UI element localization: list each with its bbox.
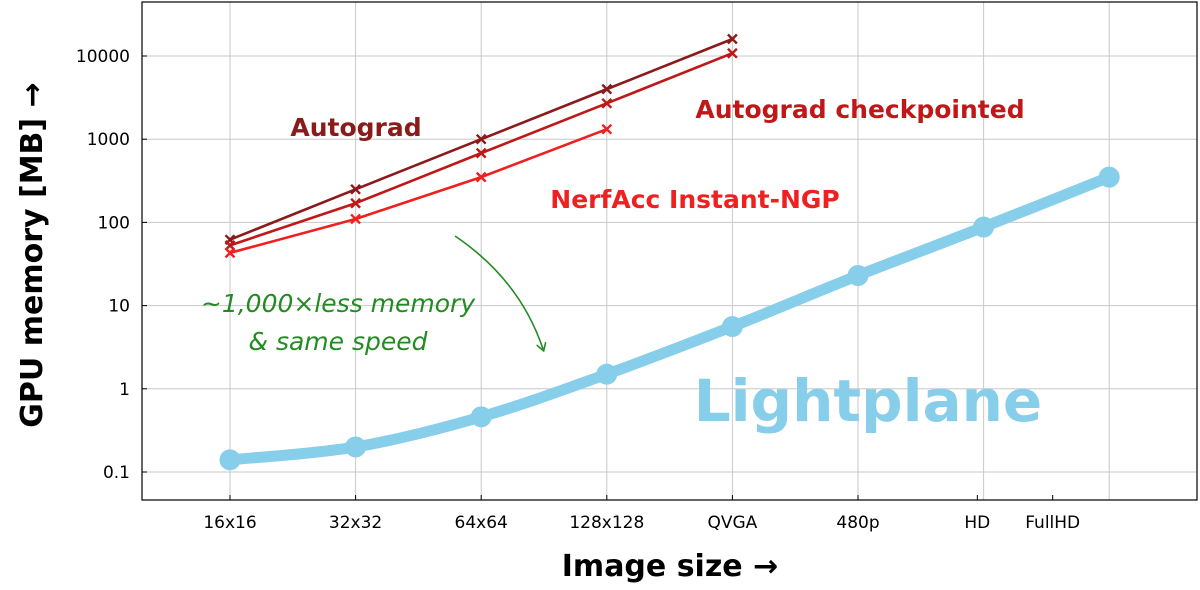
series-nerfacc-instant-ngp: [224, 123, 613, 259]
data-point: [847, 265, 869, 287]
x-tick-label: FullHD: [1025, 513, 1080, 533]
series-autograd-checkpointed: [224, 47, 738, 251]
x-tick-label: 128x128: [569, 513, 644, 533]
x-axis-ticks: 16x16 32x32 64x64 128x128 QVGA 480p HD FullHD: [203, 495, 1080, 533]
series-label-nerfacc: NerfAcc Instant-NGP: [550, 185, 839, 214]
data-point: [727, 33, 738, 45]
data-point: [601, 83, 613, 95]
y-axis-title: GPU memory [MB] →: [15, 82, 50, 427]
data-point: [475, 147, 487, 159]
annotation-line-1: ~1,000×less memory: [201, 289, 476, 318]
x-tick-label: HD: [964, 513, 990, 533]
x-tick-label: 32x32: [329, 513, 382, 533]
y-tick-label: 1000: [87, 130, 130, 150]
data-point: [475, 133, 487, 145]
y-tick-label: 10: [108, 297, 130, 317]
series-autograd: [224, 33, 738, 246]
data-point: [1098, 166, 1120, 188]
data-point: [601, 123, 613, 135]
data-point: [973, 216, 995, 238]
y-tick-label: 1: [119, 380, 130, 400]
y-axis-ticks: 0.1 1 10 100 1000 10000: [76, 47, 147, 483]
series-lightplane: [219, 166, 1120, 471]
series-lines: [219, 33, 1120, 471]
data-point: [721, 316, 743, 338]
data-point: [727, 47, 738, 59]
data-point: [350, 213, 361, 225]
x-tick-label: 480p: [836, 513, 879, 533]
plot-frame: [141, 1, 1198, 501]
data-point: [470, 406, 492, 428]
grid-lines: [142, 2, 1197, 500]
x-tick-label: 16x16: [203, 513, 256, 533]
data-point: [219, 449, 241, 471]
series-label-lightplane: Lightplane: [694, 367, 1043, 435]
annotation-line-2: & same speed: [249, 327, 428, 356]
data-point: [350, 197, 361, 209]
data-point: [601, 97, 613, 109]
data-point: [596, 363, 618, 385]
y-tick-label: 10000: [76, 47, 130, 67]
data-point: [224, 247, 236, 259]
data-point: [345, 436, 367, 458]
x-axis-title: Image size →: [562, 549, 778, 584]
data-point: [350, 183, 361, 195]
x-tick-label: QVGA: [707, 513, 757, 533]
annotation-arrow: [454, 235, 543, 349]
series-line: [224, 171, 1115, 466]
series-label-autograd: Autograd: [290, 113, 421, 142]
y-tick-label: 100: [98, 213, 130, 233]
y-tick-label: 0.1: [103, 463, 130, 483]
series-label-autograd-checkpointed: Autograd checkpointed: [695, 95, 1024, 124]
data-point: [475, 171, 487, 183]
x-tick-label: 64x64: [455, 513, 508, 533]
series-line: [228, 127, 609, 255]
